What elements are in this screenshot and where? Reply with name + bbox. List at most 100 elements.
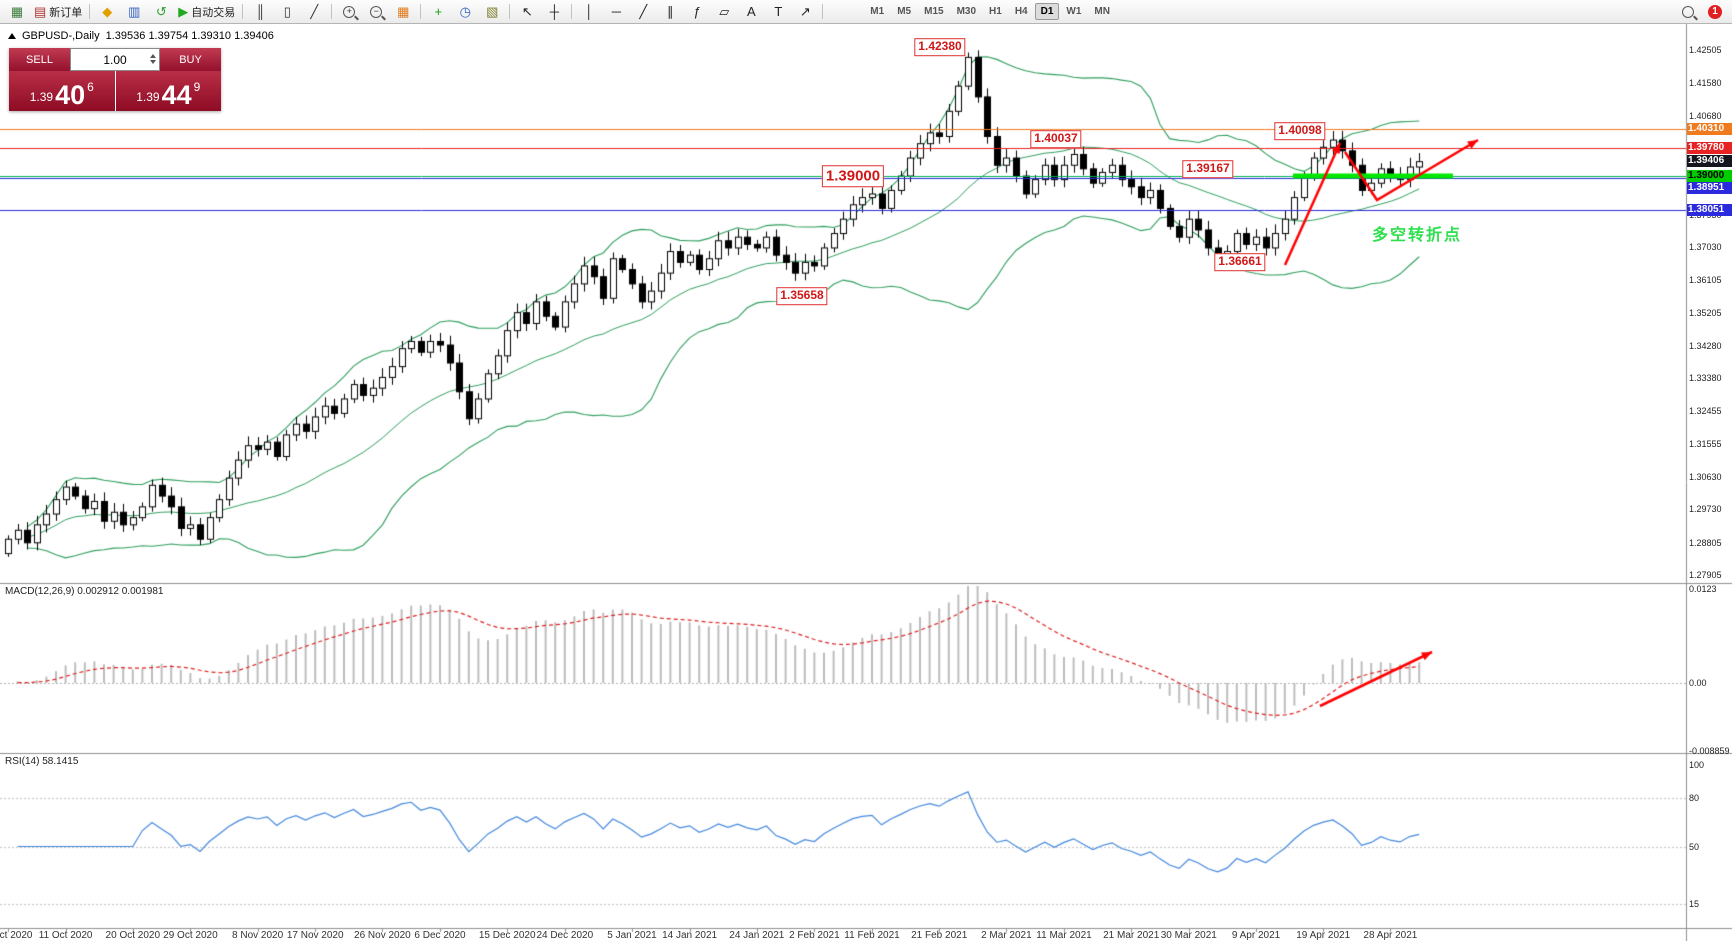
horizontal-line-icon: ─ <box>611 4 621 19</box>
label-button[interactable]: T <box>765 2 791 22</box>
text-button[interactable]: A <box>738 2 764 22</box>
sell-price-button[interactable]: 1.39 40 6 <box>9 71 116 111</box>
date-axis-label: 15 Dec 2020 <box>478 930 536 941</box>
new-chart-icon: ▦ <box>10 4 24 19</box>
fibonacci-button[interactable]: ƒ <box>684 2 710 22</box>
price-annotation[interactable]: 1.39000 <box>821 165 885 187</box>
date-axis-label: 29 Oct 2020 <box>163 930 218 941</box>
macd-axis-label: -0.008859 <box>1689 745 1730 756</box>
arrows-button[interactable]: ↗ <box>792 2 818 22</box>
horizontal-line-button[interactable]: ─ <box>603 2 629 22</box>
refresh-icon-icon: ↺ <box>155 4 167 19</box>
buy-price-button[interactable]: 1.39 44 9 <box>115 71 221 111</box>
tile-windows-icon: ▦ <box>397 4 410 19</box>
date-axis-label: 24 Dec 2020 <box>536 930 594 941</box>
timeframe-button-m15[interactable]: M15 <box>924 6 944 17</box>
volume-spinner[interactable] <box>150 54 156 64</box>
date-axis-label: 26 Nov 2020 <box>354 930 411 941</box>
volume-input[interactable]: 1.00 <box>70 48 160 71</box>
date-axis-label: 30 Mar 2021 <box>1160 930 1217 941</box>
date-axis-label: 11 Feb 2021 <box>844 930 900 941</box>
refresh-icon[interactable]: ↺ <box>148 2 174 22</box>
cursor-button[interactable]: ↖ <box>514 2 540 22</box>
zoom-in-button[interactable]: + <box>336 2 362 22</box>
history-center-icon-icon: ▥ <box>128 4 141 19</box>
new-chart-button[interactable]: ▦ <box>4 2 30 22</box>
price-annotation[interactable]: 1.42380 <box>914 38 966 56</box>
date-axis-label: 11 Mar 2021 <box>1036 930 1092 941</box>
search-button[interactable] <box>1675 2 1701 22</box>
macd-indicator-label: MACD(12,26,9) 0.002912 0.001981 <box>5 586 164 597</box>
notification-badge-icon: 1 <box>1708 4 1722 19</box>
sell-price-prefix: 1.39 <box>29 90 54 104</box>
timeframe-button-d1[interactable]: D1 <box>1034 3 1060 20</box>
date-axis-label: 21 Mar 2021 <box>1103 930 1160 941</box>
vertical-line-button[interactable]: │ <box>576 2 602 22</box>
bar-chart-icon[interactable]: ║ <box>247 2 273 22</box>
price-annotation[interactable]: 1.39167 <box>1182 160 1234 178</box>
templates-button[interactable]: ▧ <box>479 2 505 22</box>
new-order-button[interactable]: ▤ 新订单 <box>31 2 85 22</box>
price-annotation[interactable]: 1.40098 <box>1274 122 1326 140</box>
label-icon: T <box>774 4 783 19</box>
macd-axis-label: 0.0123 <box>1689 584 1717 594</box>
script-icon[interactable]: ◆ <box>94 2 120 22</box>
date-axis-label: 1 Oct 2020 <box>0 930 33 941</box>
zoom-out-icon: − <box>370 5 383 18</box>
price-tag: 1.38051 <box>1687 204 1732 217</box>
price-annotation[interactable]: 1.35658 <box>776 287 828 305</box>
notification-badge[interactable]: 1 <box>1702 2 1728 22</box>
collapse-triangle-icon[interactable] <box>8 33 16 39</box>
history-center-icon[interactable]: ▥ <box>121 2 147 22</box>
price-axis-label: 1.29730 <box>1689 504 1722 515</box>
price-annotation[interactable]: 1.36661 <box>1214 253 1266 271</box>
timeframe-button-m30[interactable]: M30 <box>956 6 977 17</box>
sell-header-button[interactable]: SELL <box>9 48 70 71</box>
price-axis-label: 1.36105 <box>1689 275 1722 286</box>
zoom-out-button[interactable]: − <box>363 2 389 22</box>
price-axis-label: 1.37030 <box>1689 241 1722 252</box>
spinner-down-icon[interactable] <box>150 60 156 64</box>
indicators-icon: + <box>434 4 443 19</box>
price-axis-label: 1.27905 <box>1689 570 1722 580</box>
toolbar-separator <box>420 4 422 19</box>
spinner-up-icon[interactable] <box>150 54 156 58</box>
sell-price-sup: 6 <box>87 80 94 94</box>
indicators-button[interactable]: + <box>425 2 451 22</box>
timeframe-button-mn[interactable]: MN <box>1094 6 1110 17</box>
bar-chart-icon-icon: ║ <box>255 4 265 19</box>
autotrading-button-label: 自动交易 <box>191 6 236 19</box>
trend-note-text[interactable]: 多空转折点 <box>1371 227 1463 244</box>
price-tag: 1.39000 <box>1687 170 1732 183</box>
buy-price-big: 44 <box>161 80 192 111</box>
price-axis-label: 1.34280 <box>1689 340 1722 351</box>
price-annotation[interactable]: 1.40037 <box>1030 130 1082 148</box>
line-chart-icon[interactable]: ╱ <box>301 2 327 22</box>
vertical-line-icon: │ <box>585 4 594 19</box>
line-chart-icon-icon: ╱ <box>310 4 319 19</box>
tile-windows-button[interactable]: ▦ <box>390 2 416 22</box>
rsi-indicator-label: RSI(14) 58.1415 <box>5 756 79 767</box>
channel-button[interactable]: ∥ <box>657 2 683 22</box>
date-axis-label: 14 Jan 2021 <box>662 930 718 941</box>
timeframe-button-h4[interactable]: H4 <box>1014 6 1028 17</box>
candlestick-chart-icon[interactable]: ▯ <box>274 2 300 22</box>
buy-header-button[interactable]: BUY <box>160 48 221 71</box>
periods-button[interactable]: ◷ <box>452 2 478 22</box>
timeframe-button-m1[interactable]: M1 <box>870 6 885 17</box>
timeframe-button-h1[interactable]: H1 <box>989 6 1002 17</box>
shapes-button[interactable]: ▱ <box>711 2 737 22</box>
crosshair-button[interactable]: ┼ <box>541 2 567 22</box>
timeframe-button-m5[interactable]: M5 <box>897 6 912 17</box>
fibonacci-icon: ƒ <box>693 4 701 19</box>
date-axis-label: 28 Apr 2021 <box>1363 930 1418 941</box>
new-order-icon: ▤ <box>34 4 47 19</box>
symbol-ohlc: 1.39536 1.39754 1.39310 1.39406 <box>105 30 274 42</box>
rsi-axis-label: 15 <box>1689 898 1700 909</box>
text-icon: A <box>746 4 756 19</box>
date-axis-label: 2 Feb 2021 <box>789 930 840 941</box>
timeframe-button-w1[interactable]: W1 <box>1066 6 1082 17</box>
autotrading-button[interactable]: ▶ 自动交易 <box>175 2 238 22</box>
trendline-button[interactable]: ╱ <box>630 2 656 22</box>
